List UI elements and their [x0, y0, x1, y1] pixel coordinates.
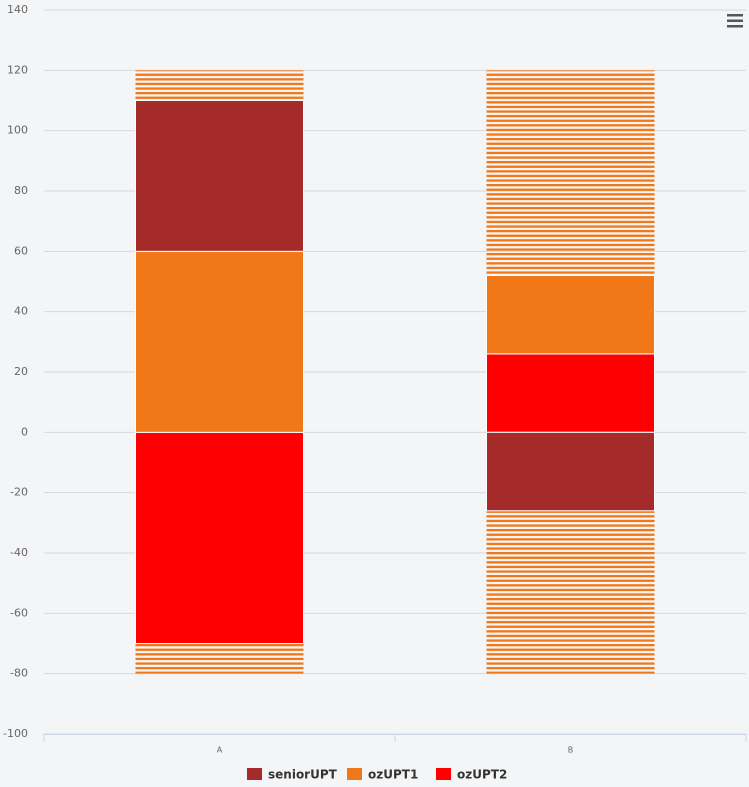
bar: [486, 431, 655, 512]
menu-button[interactable]: [724, 10, 746, 32]
legend-swatch: [436, 768, 451, 780]
y-tick-label: -60: [10, 606, 28, 619]
y-tick-label: 100: [7, 124, 28, 137]
bar: [135, 100, 304, 252]
bar: [135, 250, 304, 433]
bar: [486, 353, 655, 433]
y-tick-label: 80: [14, 184, 28, 197]
legend-item[interactable]: ozUPT2: [436, 768, 507, 782]
legend-swatch: [247, 768, 262, 780]
y-tick-label: 120: [7, 63, 28, 76]
y-tick-label: 60: [14, 244, 28, 257]
bar: [486, 274, 655, 355]
legend-label: ozUPT2: [457, 768, 507, 782]
x-tick-label: A: [217, 746, 223, 755]
legend-item[interactable]: ozUPT1: [347, 768, 418, 782]
legend-swatch: [347, 768, 362, 780]
y-tick-label: -20: [10, 486, 28, 499]
y-tick-label: -40: [10, 546, 28, 559]
legend-label: ozUPT1: [368, 768, 418, 782]
y-tick-label: -100: [3, 727, 28, 740]
legend-label: seniorUPT: [268, 768, 338, 782]
y-tick-label: 140: [7, 3, 28, 16]
x-tick-label: B: [568, 746, 574, 755]
bar: [135, 431, 304, 645]
legend-item[interactable]: seniorUPT: [247, 768, 338, 782]
y-tick-label: 20: [14, 365, 28, 378]
y-tick-label: 40: [14, 305, 28, 318]
y-tick-label: 0: [21, 425, 28, 438]
y-tick-label: -80: [10, 667, 28, 680]
